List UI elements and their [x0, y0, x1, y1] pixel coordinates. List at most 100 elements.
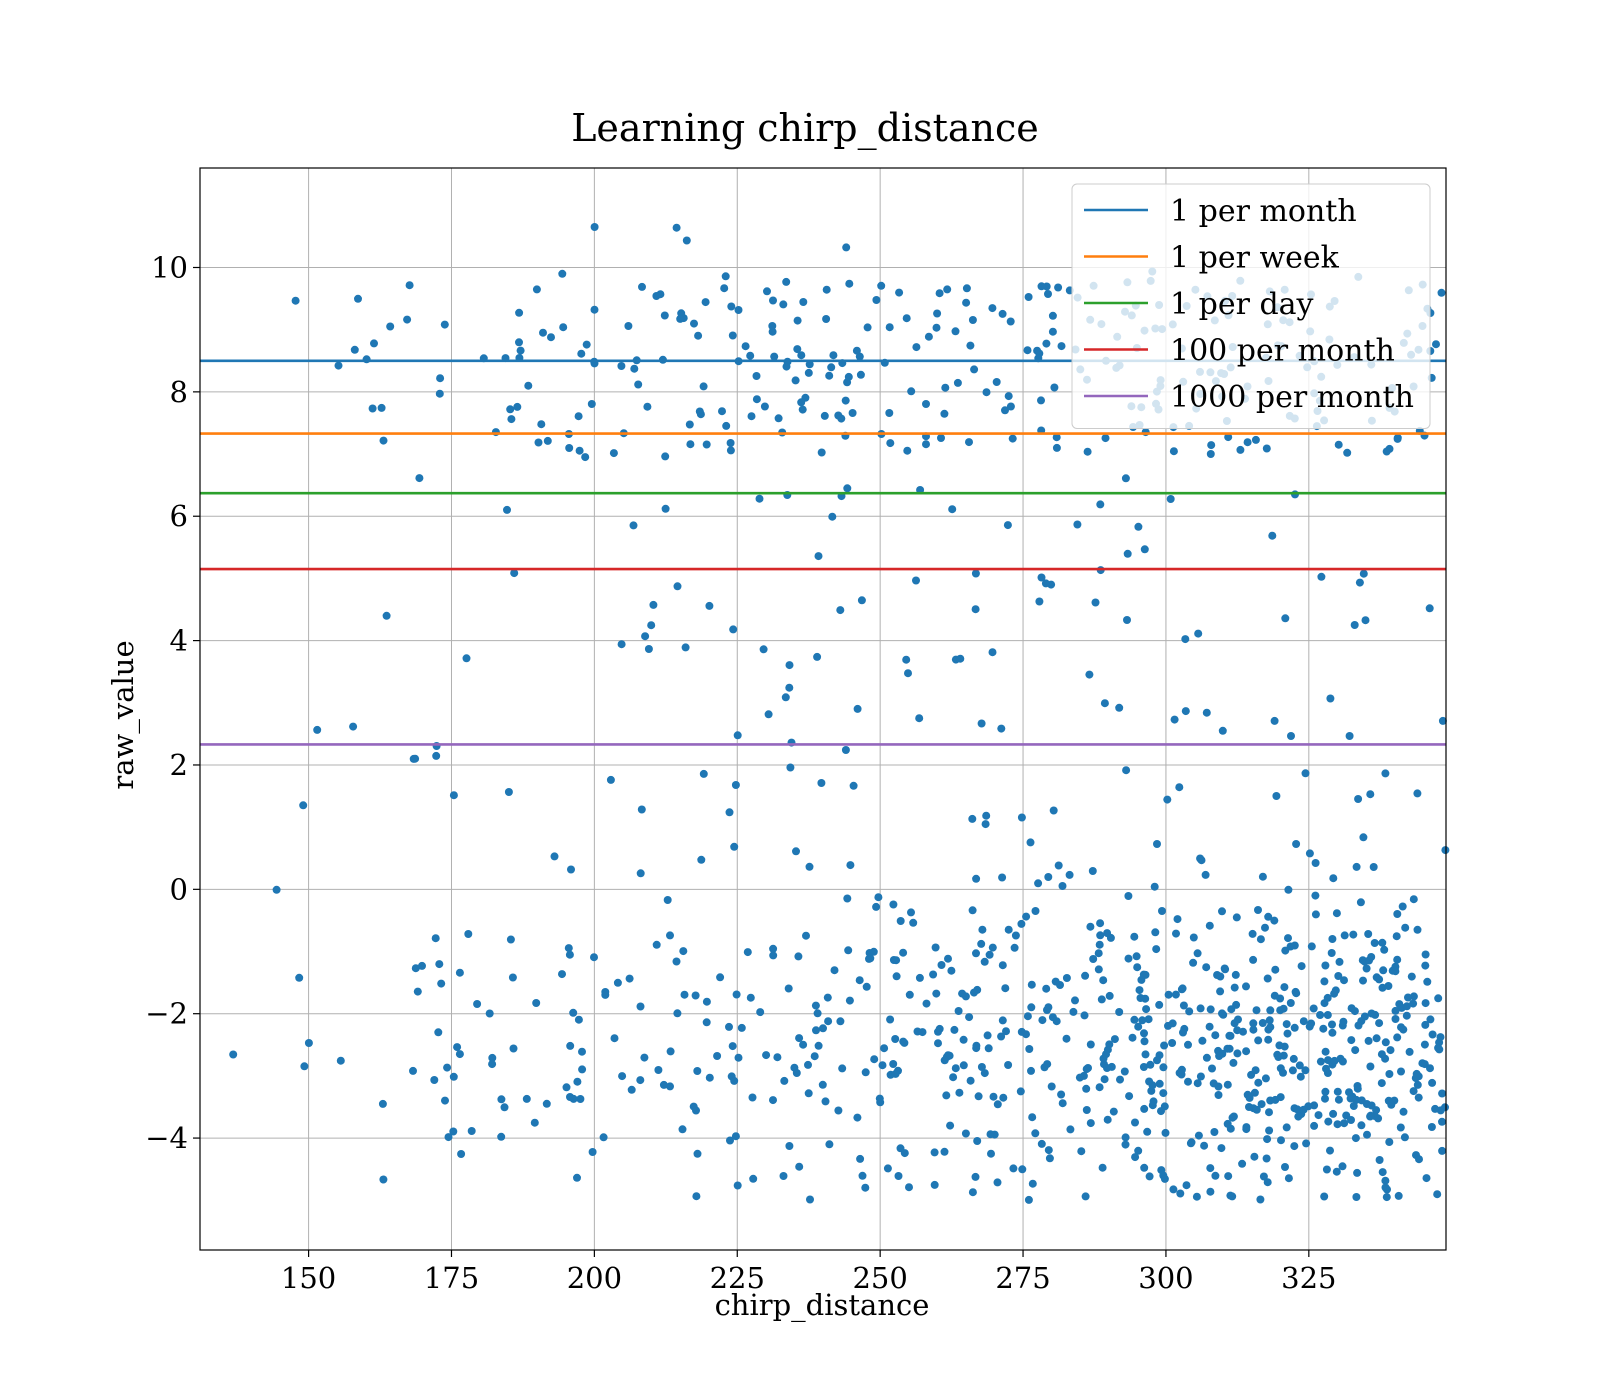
data-point-547 [933, 309, 942, 318]
data-point-178 [1094, 965, 1103, 974]
data-point-1061 [1194, 629, 1203, 638]
data-point-1134 [1355, 578, 1364, 587]
data-point-663 [1125, 1092, 1134, 1101]
data-point-282 [1084, 1064, 1092, 1072]
data-point-634 [1370, 939, 1379, 947]
data-point-65 [464, 930, 473, 938]
data-point-431 [889, 956, 898, 964]
x-tick-label-7: 325 [1281, 1261, 1336, 1295]
y-tick-label-1: −2 [145, 997, 188, 1031]
data-point-799 [1340, 931, 1349, 940]
data-point-804 [905, 1183, 913, 1192]
data-point-292 [558, 269, 567, 278]
data-point-202 [1010, 943, 1019, 952]
data-point-1054 [1264, 1035, 1273, 1044]
data-point-887 [940, 1147, 949, 1156]
data-point-918 [1161, 1128, 1170, 1137]
data-point-95 [752, 372, 761, 380]
data-point-509 [971, 569, 980, 578]
data-point-26 [1257, 1100, 1266, 1109]
data-point-715 [937, 434, 945, 442]
data-point-254 [1242, 1047, 1251, 1056]
data-point-744 [968, 906, 977, 915]
data-point-340 [534, 438, 543, 447]
data-point-1145 [601, 988, 610, 996]
data-point-1113 [1422, 1174, 1431, 1183]
data-point-465 [1284, 1174, 1293, 1183]
data-point-49 [678, 1125, 687, 1134]
data-point-346 [1179, 1028, 1187, 1037]
data-point-128 [980, 957, 989, 966]
data-point-745 [1172, 929, 1180, 938]
data-point-388 [1321, 1047, 1330, 1056]
data-point-391 [725, 1022, 733, 1031]
data-point-72 [1121, 1140, 1130, 1149]
data-point-612 [1227, 1005, 1236, 1014]
data-point-545 [845, 279, 854, 288]
data-point-260 [694, 331, 703, 340]
data-point-83 [822, 285, 831, 294]
data-point-910 [965, 438, 973, 447]
x-tick-label-2: 200 [567, 1261, 622, 1295]
data-point-320 [1359, 833, 1368, 842]
data-point-1158 [618, 1072, 627, 1081]
data-point-645 [876, 1098, 885, 1107]
data-point-768 [989, 1092, 998, 1101]
data-point-777 [377, 403, 386, 412]
data-point-453 [1139, 1063, 1148, 1071]
data-point-1029 [1329, 874, 1338, 883]
data-point-247 [732, 990, 741, 999]
data-point-1083 [573, 1077, 582, 1086]
data-point-345 [798, 405, 807, 414]
data-point-212 [1121, 474, 1130, 483]
data-point-881 [1329, 1109, 1338, 1118]
data-point-148 [1198, 1036, 1207, 1045]
data-point-515 [1293, 1105, 1302, 1114]
data-point-782 [1083, 447, 1092, 456]
data-point-163 [313, 725, 322, 734]
data-point-674 [647, 621, 656, 630]
data-point-221 [973, 1137, 982, 1145]
data-point-562 [861, 1068, 870, 1077]
data-point-164 [1018, 1165, 1027, 1174]
data-point-490 [1335, 957, 1344, 966]
data-point-810 [949, 1073, 958, 1082]
data-point-127 [1263, 1178, 1272, 1187]
data-point-787 [430, 1076, 439, 1084]
data-point-808 [1393, 955, 1402, 964]
data-point-770 [413, 987, 422, 996]
data-point-901 [878, 1061, 887, 1070]
data-point-938 [1103, 929, 1112, 938]
data-point-560 [1052, 433, 1061, 442]
data-point-990 [856, 1154, 865, 1163]
data-point-554 [782, 277, 791, 286]
data-point-706 [1242, 982, 1250, 991]
data-point-166 [506, 935, 515, 944]
data-point-739 [1169, 447, 1178, 456]
data-point-876 [1425, 604, 1434, 613]
data-point-153 [1332, 909, 1341, 918]
data-point-705 [1218, 1009, 1226, 1018]
data-point-1189 [987, 1149, 995, 1158]
data-point-45 [1096, 500, 1105, 509]
data-point-1185 [988, 304, 997, 313]
data-point-974 [1131, 1153, 1140, 1162]
data-point-852 [797, 398, 806, 407]
data-point-360 [830, 966, 839, 975]
data-point-830 [749, 1174, 758, 1183]
data-point-145 [965, 1013, 974, 1022]
data-point-405 [1421, 999, 1430, 1008]
y-tick-label-4: 4 [170, 624, 188, 658]
data-point-559 [1266, 1006, 1275, 1015]
data-point-1172 [542, 1099, 551, 1108]
data-point-730 [1134, 1022, 1143, 1031]
data-point-1117 [1216, 987, 1225, 996]
data-point-698 [558, 970, 566, 979]
data-point-426 [768, 327, 777, 336]
data-point-325 [968, 814, 977, 823]
data-point-1091 [959, 1035, 968, 1044]
data-point-160 [1434, 1043, 1443, 1052]
data-point-404 [780, 1076, 789, 1085]
data-point-172 [1004, 1061, 1013, 1069]
data-point-1194 [1037, 282, 1046, 291]
